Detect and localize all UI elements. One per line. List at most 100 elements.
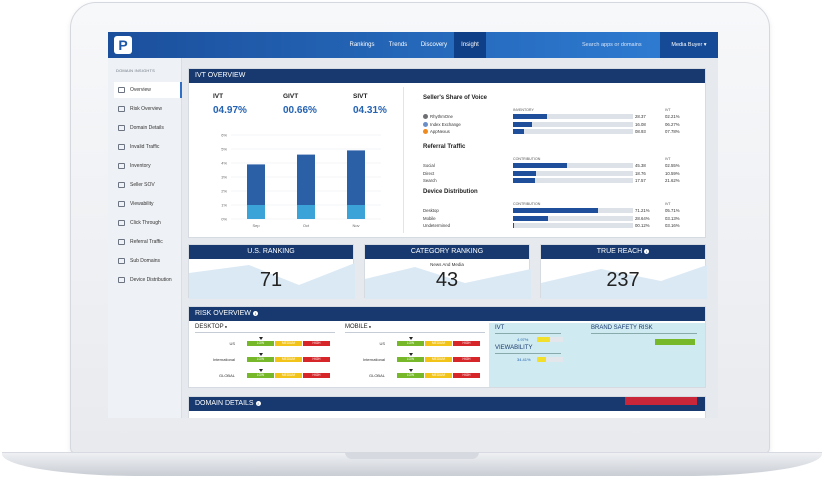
referral-col-ivt: IVT [665, 157, 671, 161]
chart-y-tick: 3% [221, 175, 227, 180]
ivt-overview-title: IVT OVERVIEW [189, 69, 705, 83]
info-icon[interactable]: i [644, 248, 650, 254]
kpi-sivt-label: SIVT [353, 93, 368, 100]
referral-row-ivt: 02.55% [665, 163, 680, 168]
referral-row-bar-fill [513, 163, 567, 168]
risk-marker-icon [259, 337, 263, 340]
risk-row-label: International [212, 357, 235, 362]
chart-y-tick: 6% [221, 133, 227, 138]
risk-row-label: US [379, 341, 385, 346]
viewability-divider [495, 353, 561, 354]
referral-row-label: Social [423, 163, 435, 168]
sidebar-item-label: Viewability [130, 201, 154, 207]
info-icon[interactable]: i [255, 400, 261, 406]
seller_share-row-value: 28.37 [635, 114, 646, 119]
brand-safety-divider [591, 333, 697, 334]
ivt-viewability-panel: IVT 4.97% VIEWABILITY 34.41% BRAND SAFET… [489, 323, 705, 387]
seller_share-row-ivt: 07.78% [665, 129, 680, 134]
category-ranking-card: CATEGORY RANKING News And Media 43 [364, 244, 531, 299]
chart-x-tick: Sep [252, 223, 260, 228]
sidebar-item-icon [118, 277, 125, 283]
risk-marker-icon [259, 353, 263, 356]
us-ranking-sparkline [189, 263, 355, 299]
nav-discovery[interactable]: Discovery [420, 42, 448, 48]
device-row-value: 28.64% [635, 215, 650, 221]
risk-level-high: HIGH [303, 373, 330, 378]
seller_share-row-bar [513, 129, 633, 134]
viewability-value: 34.41% [517, 357, 531, 362]
nav-insight[interactable]: Insight [454, 32, 486, 58]
device-row-ivt: 03.16% [665, 223, 680, 228]
risk-level-low: LOW [247, 373, 274, 378]
sidebar-item-icon [118, 182, 125, 188]
sidebar-item-label: Referral Traffic [130, 239, 163, 245]
risk-level-high: HIGH [303, 357, 330, 362]
referral-row-value: 45.38 [635, 163, 646, 168]
risk-row-label: International [362, 357, 385, 362]
app-logo[interactable]: P [114, 36, 132, 54]
sidebar-item-device-distribution[interactable]: Device Distribution [114, 272, 182, 288]
chart-y-tick: 5% [221, 147, 227, 152]
risk-ivt-title: IVT [495, 325, 505, 331]
risk-marker-icon [409, 353, 413, 356]
sidebar-item-sub-domains[interactable]: Sub Domains [114, 253, 182, 269]
sidebar-item-overview[interactable]: Overview [114, 82, 182, 98]
mobile-title: MOBILE ● [345, 324, 372, 330]
sidebar-item-label: Device Distribution [130, 277, 172, 283]
seller_share-row-value: 16.08 [635, 121, 646, 127]
risk-row-label: GLOBAL [368, 373, 385, 378]
device-row-ivt: 05.71% [665, 208, 680, 213]
risk-overview-title: RISK OVERVIEW i [189, 307, 705, 321]
viewability-bar-fill [537, 357, 546, 362]
sidebar-item-icon [118, 239, 125, 245]
risk-level-low: LOW [397, 341, 424, 346]
chart-bar [297, 154, 315, 205]
main-content: IVT OVERVIEW IVT 04.97% GIVT 00.66% SIVT… [188, 64, 708, 418]
info-icon[interactable]: i [252, 310, 258, 316]
risk-level-high: HIGH [453, 341, 480, 346]
risk-level-high: HIGH [453, 357, 480, 362]
laptop-notch [345, 452, 479, 459]
sidebar-item-label: Domain Details [130, 125, 164, 131]
referral-row-label: Search [423, 178, 437, 183]
referral-row-bar [513, 163, 633, 168]
device-row-label: Undetermined [423, 223, 450, 228]
true-reach-title: TRUE REACH i [541, 245, 705, 259]
sidebar-item-domain-details[interactable]: Domain Details [114, 120, 182, 136]
device-row-value: 71.21% [635, 208, 650, 213]
category-ranking-title: CATEGORY RANKING [365, 245, 529, 259]
device-row-ivt: 03.13% [665, 215, 680, 221]
sidebar-item-inventory[interactable]: Inventory [114, 158, 182, 174]
sidebar-item-seller-sov[interactable]: Seller SOV [114, 177, 182, 193]
seller-logo-icon [423, 114, 428, 119]
sidebar-item-icon [118, 106, 125, 112]
risk-ivt-value: 4.97% [517, 337, 529, 342]
sidebar-item-invalid-traffic[interactable]: Invalid Traffic [114, 139, 182, 155]
kpi-ivt-value: 04.97% [213, 105, 247, 116]
seller_share-row-bar-fill [513, 114, 547, 119]
user-menu[interactable]: Media Buyer ▾ [660, 32, 718, 58]
nav-rankings[interactable]: Rankings [349, 42, 375, 48]
sidebar-item-icon [118, 144, 125, 150]
sidebar-item-click-through[interactable]: Click Through [114, 215, 182, 231]
referral-row-bar [513, 178, 633, 183]
chart-bar [347, 205, 365, 219]
sidebar: DOMAIN INSIGHTS Overview Risk Overview Dom… [108, 58, 182, 418]
chart-x-tick: Oct [303, 223, 310, 228]
nav-trends[interactable]: Trends [388, 42, 408, 48]
sidebar-item-referral-traffic[interactable]: Referral Traffic [114, 234, 182, 250]
sidebar-item-viewability[interactable]: Viewability [114, 196, 182, 212]
seller_share-row-bar-fill [513, 121, 533, 127]
seller_share-row-label: Index Exchange [430, 121, 461, 127]
sidebar-item-risk-overview[interactable]: Risk Overview [114, 101, 182, 117]
chart-bar [297, 205, 315, 219]
search-input[interactable]: Search apps or domains [582, 42, 642, 48]
domain-details-action[interactable] [625, 397, 697, 405]
sidebar-item-label: Seller SOV [130, 182, 155, 188]
chart-x-tick: Nov [352, 223, 359, 228]
chart-y-tick: 4% [221, 161, 227, 166]
us-ranking-title: U.S. RANKING [189, 245, 353, 259]
device-row-bar [513, 215, 633, 221]
app-screen: P Rankings Trends Discovery Insight Sear… [108, 32, 718, 418]
sidebar-item-label: Inventory [130, 163, 151, 169]
